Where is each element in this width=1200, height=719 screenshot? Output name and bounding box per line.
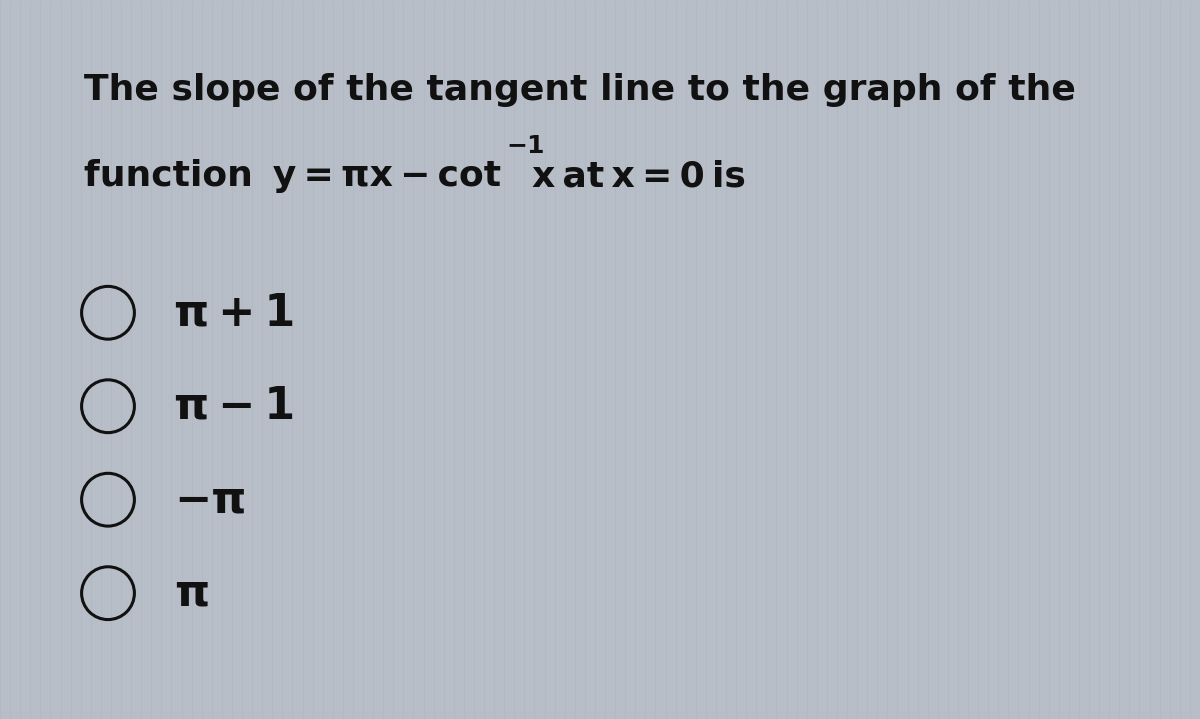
Text: π − 1: π − 1 bbox=[174, 385, 295, 428]
Text: π: π bbox=[174, 572, 209, 615]
Text: The slope of the tangent line to the graph of the: The slope of the tangent line to the gra… bbox=[84, 73, 1076, 107]
Text: function  y = πx − cot: function y = πx − cot bbox=[84, 159, 502, 193]
Text: −1: −1 bbox=[506, 134, 545, 158]
Text: π + 1: π + 1 bbox=[174, 291, 295, 334]
Text: −π: −π bbox=[174, 478, 246, 521]
Text: x at x = 0 is: x at x = 0 is bbox=[532, 159, 745, 193]
